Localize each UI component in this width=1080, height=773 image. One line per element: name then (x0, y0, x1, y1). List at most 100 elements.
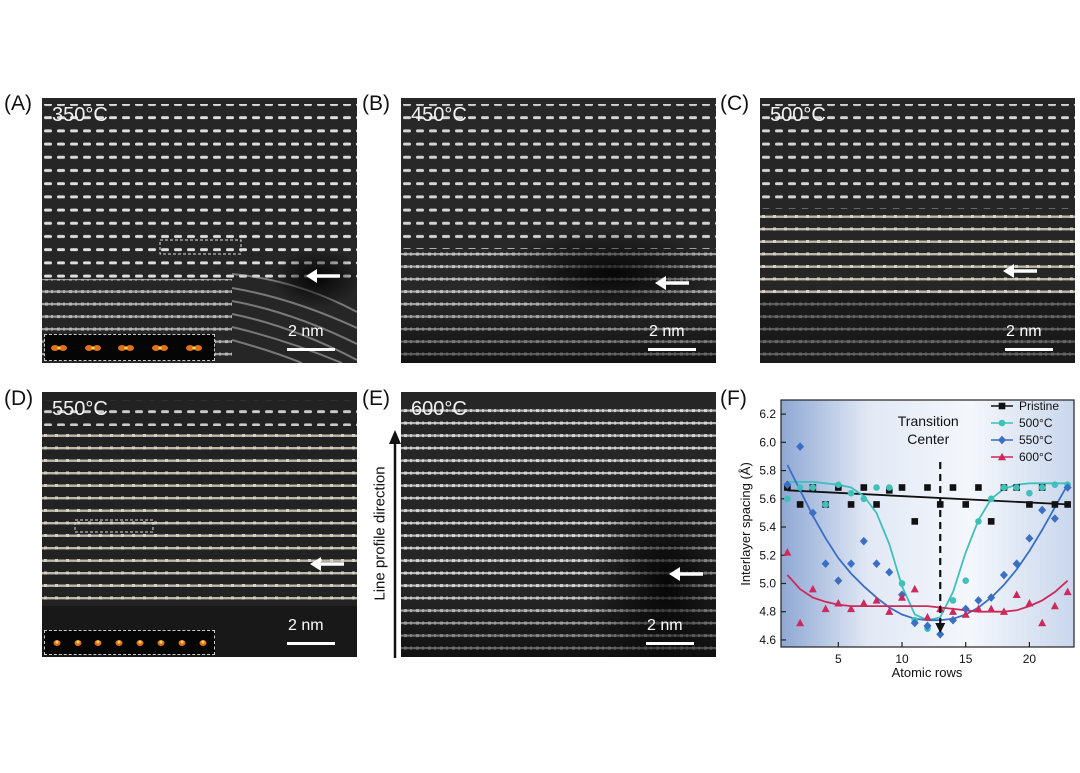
point-600-c (783, 548, 792, 556)
arrow-left-icon (669, 567, 703, 581)
arrow-left-icon (306, 269, 340, 283)
y-tick-label: 5.0 (759, 576, 776, 590)
panel-label-c: (C) (720, 92, 750, 115)
legend-item-600-c: 600°C (991, 450, 1053, 464)
micrograph-600c: 600°C 2 nm (401, 392, 716, 657)
x-tick-label: 5 (835, 652, 842, 666)
scale-bar (287, 642, 335, 645)
point-550-c (923, 621, 932, 631)
panel-label-a: (A) (4, 92, 32, 115)
point-pristine (962, 501, 970, 508)
y-tick-label: 4.6 (759, 633, 776, 647)
panel-label-f: (F) (720, 387, 747, 410)
point-500-c (873, 484, 880, 491)
temperature-label: 600°C (411, 398, 467, 420)
point-550-c (885, 567, 894, 577)
point-600-c (999, 607, 1008, 615)
point-600-c (1050, 601, 1059, 610)
legend-label: Pristine (1019, 399, 1059, 413)
point-500-c (860, 495, 868, 503)
point-500-c (949, 597, 957, 604)
point-500-c (784, 495, 791, 503)
micrograph-450c: 450°C 2 nm (401, 98, 716, 363)
legend-label: 500°C (1019, 416, 1053, 430)
fit-line-600-c (786, 574, 1069, 613)
y-tick-label: 4.8 (759, 605, 776, 619)
point-600-c (987, 604, 996, 613)
scale-bar (287, 348, 335, 351)
temperature-label: 550°C (52, 398, 108, 420)
legend-item-500-c: 500°C (991, 416, 1053, 430)
point-500-c (847, 489, 855, 497)
point-500-c (885, 484, 893, 491)
micrograph-500c: 500°C 2 nm (760, 98, 1075, 363)
scale-bar-label: 2 nm (288, 617, 324, 634)
arrow-left-icon (310, 557, 344, 571)
arrow-left-icon (655, 276, 689, 290)
point-pristine (873, 501, 880, 508)
point-500-c (796, 484, 804, 491)
annotation-line1: Transition (898, 413, 959, 429)
point-500-c (987, 495, 995, 503)
arrow-left-icon (1003, 264, 1037, 278)
point-600-c (1063, 587, 1072, 596)
point-550-c (834, 576, 843, 585)
legend-label: 550°C (1019, 433, 1053, 447)
point-600-c (847, 604, 856, 613)
point-550-c (1012, 559, 1021, 569)
point-600-c (898, 593, 907, 601)
interlayer-spacing-chart: 5 10 15 20 4.6 4.8 5.0 5.2 5.4 5.6 5.8 6.0 6.2 Trans… (738, 399, 1075, 680)
point-550-c (1063, 483, 1072, 492)
point-pristine (949, 484, 957, 491)
x-tick-label: 15 (959, 652, 973, 666)
point-550-c (847, 559, 856, 569)
panel-label-b: (B) (362, 92, 390, 115)
temperature-label: 350°C (52, 104, 108, 126)
point-500-c (1013, 484, 1020, 491)
point-500-c (962, 577, 970, 584)
legend-marker (998, 419, 1006, 427)
scale-bar-label: 2 nm (647, 617, 683, 634)
legend-marker (998, 435, 1006, 445)
scale-bar (646, 642, 694, 645)
legend-marker (998, 402, 1006, 410)
point-550-c (961, 604, 970, 614)
point-550-c (808, 508, 817, 518)
fit-line-pristine (787, 489, 1068, 506)
annotation-line2: Center (907, 431, 949, 447)
inset-atomic-profile (44, 630, 215, 655)
point-600-c (910, 584, 919, 593)
point-550-c (859, 536, 868, 546)
panel-label-e: (E) (362, 387, 390, 410)
y-tick-label: 5.6 (759, 492, 776, 506)
scale-bar-label: 2 nm (649, 323, 685, 340)
legend-item-550-c: 550°C (991, 433, 1053, 447)
y-axis-label: Interlayer spacing (Å) (738, 462, 753, 586)
legend-label: 600°C (1019, 450, 1053, 464)
point-600-c (859, 598, 868, 607)
y-tick-label: 5.4 (759, 520, 776, 534)
point-pristine (796, 501, 804, 508)
point-500-c (809, 484, 817, 491)
scale-bar-label: 2 nm (288, 323, 324, 340)
point-600-c (1025, 598, 1034, 607)
point-600-c (948, 607, 957, 615)
point-600-c (796, 618, 805, 627)
point-600-c (885, 607, 894, 615)
point-550-c (1025, 534, 1034, 543)
point-500-c (822, 501, 829, 508)
micrograph-550c: 550°C 2 nm (42, 392, 357, 657)
point-550-c (910, 618, 919, 628)
temperature-label: 450°C (411, 104, 467, 126)
point-pristine (975, 484, 982, 491)
legend-marker (998, 452, 1006, 461)
point-600-c (872, 596, 881, 604)
scale-bar (1005, 348, 1053, 351)
point-500-c (975, 518, 982, 525)
y-tick-label: 6.0 (759, 435, 776, 449)
point-600-c (821, 604, 830, 613)
legend-item-pristine: Pristine (991, 399, 1059, 413)
point-pristine (1026, 501, 1033, 508)
scale-bar (648, 348, 696, 351)
point-500-c (1026, 489, 1033, 497)
